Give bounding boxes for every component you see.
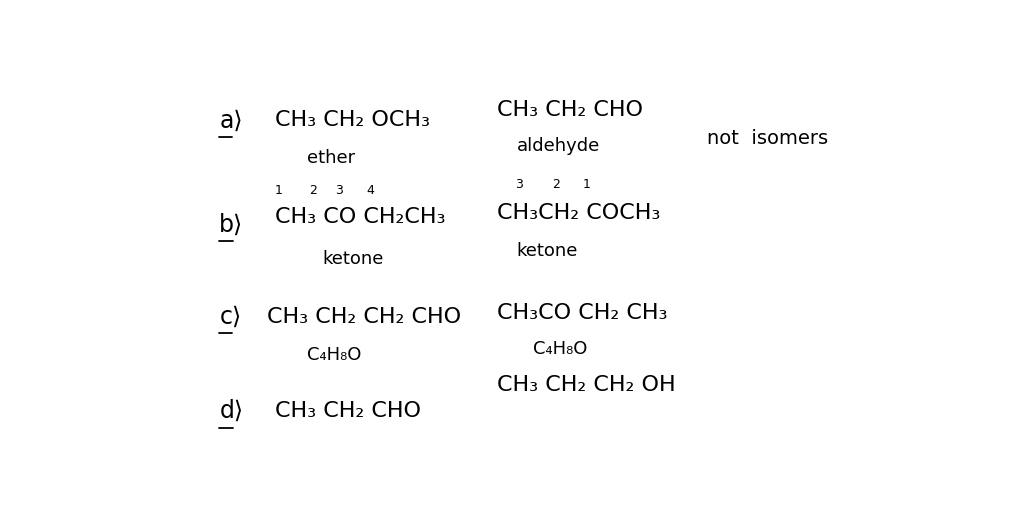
Text: 2: 2 xyxy=(309,184,316,197)
Text: 4: 4 xyxy=(367,184,374,197)
Text: C₄H₈O: C₄H₈O xyxy=(532,340,587,358)
Text: not  isomers: not isomers xyxy=(708,129,828,148)
Text: ether: ether xyxy=(306,149,354,167)
Text: d⟩: d⟩ xyxy=(219,399,244,423)
Text: CH₃ CH₂ CHO: CH₃ CH₂ CHO xyxy=(274,401,421,421)
Text: CH₃ CO CH₂CH₃: CH₃ CO CH₂CH₃ xyxy=(274,206,445,227)
Text: CH₃ CH₂ OCH₃: CH₃ CH₂ OCH₃ xyxy=(274,110,430,131)
Text: 1: 1 xyxy=(583,178,591,191)
Text: C₄H₈O: C₄H₈O xyxy=(306,346,360,363)
Text: CH₃CO CH₂ CH₃: CH₃CO CH₂ CH₃ xyxy=(497,303,668,322)
Text: 3: 3 xyxy=(515,178,523,191)
Text: CH₃CH₂ COCH₃: CH₃CH₂ COCH₃ xyxy=(497,203,660,223)
Text: ketone: ketone xyxy=(517,242,579,259)
Text: ketone: ketone xyxy=(323,250,384,268)
Text: b⟩: b⟩ xyxy=(219,213,244,237)
Text: CH₃ CH₂ CHO: CH₃ CH₂ CHO xyxy=(497,100,643,121)
Text: aldehyde: aldehyde xyxy=(517,137,600,155)
Text: CH₃ CH₂ CH₂ CHO: CH₃ CH₂ CH₂ CHO xyxy=(267,307,461,327)
Text: CH₃ CH₂ CH₂ OH: CH₃ CH₂ CH₂ OH xyxy=(497,375,676,395)
Text: 2: 2 xyxy=(553,178,560,191)
Text: 1: 1 xyxy=(274,184,283,197)
Text: 3: 3 xyxy=(335,184,343,197)
Text: c⟩: c⟩ xyxy=(219,305,242,329)
Text: a⟩: a⟩ xyxy=(219,109,243,133)
